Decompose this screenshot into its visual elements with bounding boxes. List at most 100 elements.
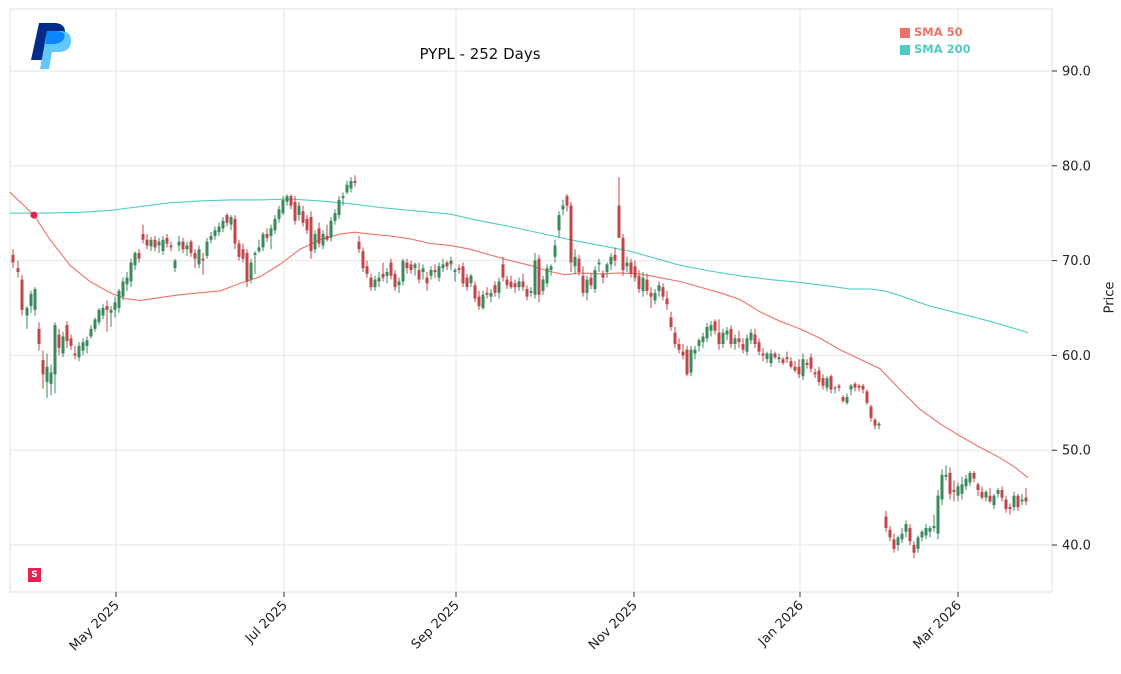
candle-down xyxy=(781,359,785,363)
candle-down xyxy=(633,266,637,278)
candle-up xyxy=(453,270,457,272)
candle-up xyxy=(97,309,101,323)
candle-up xyxy=(269,228,273,236)
chart-title: PYPL - 252 Days xyxy=(419,45,541,63)
candle-up xyxy=(896,537,900,545)
candle-up xyxy=(657,285,661,291)
candle-up xyxy=(149,239,153,247)
candle-up xyxy=(209,235,213,240)
candle-up xyxy=(249,262,253,280)
candle-down xyxy=(757,342,761,352)
candle-up xyxy=(769,353,773,363)
candle-up xyxy=(701,336,705,343)
candle-up xyxy=(697,340,701,346)
candle-up xyxy=(549,266,553,271)
candle-down xyxy=(353,180,357,183)
candle-down xyxy=(425,277,429,284)
candle-up xyxy=(533,260,537,295)
candle-down xyxy=(241,249,245,259)
candle-down xyxy=(817,370,821,382)
candle-down xyxy=(661,287,665,297)
candle-up xyxy=(321,234,325,246)
candle-down xyxy=(813,372,817,375)
candle-down xyxy=(613,254,617,261)
x-tick-label: Sep 2025 xyxy=(409,598,463,652)
candle-down xyxy=(145,239,149,246)
candle-up xyxy=(745,338,749,352)
candle-up xyxy=(497,281,501,293)
candle-down xyxy=(621,237,625,271)
candle-down xyxy=(477,296,481,307)
x-tick-label: Jul 2025 xyxy=(242,598,291,647)
candle-up xyxy=(257,247,261,252)
candle-up xyxy=(597,262,601,265)
candle-up xyxy=(709,325,713,331)
candle-down xyxy=(1000,490,1004,498)
candle-down xyxy=(69,338,73,346)
candle-down xyxy=(457,268,461,271)
candle-up xyxy=(733,338,737,345)
candle-down xyxy=(73,353,77,356)
candle-up xyxy=(125,277,129,285)
candle-up xyxy=(341,196,345,199)
candle-down xyxy=(980,491,984,498)
candle-up xyxy=(157,241,161,246)
candle-down xyxy=(841,397,845,401)
candle-down xyxy=(393,273,397,288)
candle-down xyxy=(952,490,956,492)
x-tick-label: May 2025 xyxy=(67,598,123,654)
candle-up xyxy=(801,359,805,377)
y-tick-label: 90.0 xyxy=(1062,65,1091,80)
candle-up xyxy=(725,330,729,335)
candle-down xyxy=(948,472,952,494)
candle-up xyxy=(877,423,881,426)
candle-down xyxy=(233,218,237,244)
candle-up xyxy=(593,270,597,290)
crossover-marker xyxy=(30,211,38,219)
paypal-logo-icon xyxy=(30,22,74,72)
candle-up xyxy=(944,474,948,477)
candle-up xyxy=(437,266,441,278)
candle-down xyxy=(1004,499,1008,509)
legend-item-sma50: SMA 50 xyxy=(900,24,971,41)
candle-up xyxy=(849,385,853,390)
candle-down xyxy=(729,328,733,345)
candle-up xyxy=(197,249,201,265)
candle-up xyxy=(924,527,928,536)
x-tick-label: Nov 2025 xyxy=(586,598,641,653)
candle-up xyxy=(221,220,225,229)
signal-badge: S xyxy=(28,568,41,582)
candle-down xyxy=(1008,507,1012,509)
candle-up xyxy=(960,484,964,494)
candle-down xyxy=(829,376,833,390)
candle-up xyxy=(996,490,1000,494)
legend-swatch-sma50 xyxy=(900,27,910,38)
candle-down xyxy=(11,254,15,263)
candle-down xyxy=(193,253,197,259)
candle-down xyxy=(713,321,717,331)
candle-down xyxy=(861,385,865,390)
candle-down xyxy=(581,275,585,293)
chart-legend: SMA 50 SMA 200 xyxy=(900,24,971,58)
candle-up xyxy=(541,279,545,291)
candle-down xyxy=(189,241,193,254)
candle-down xyxy=(37,328,41,345)
candle-up xyxy=(253,253,257,255)
candle-up xyxy=(121,281,125,297)
candle-up xyxy=(449,260,453,265)
x-tick-label: Mar 2026 xyxy=(911,598,965,652)
candle-down xyxy=(988,495,992,502)
candle-up xyxy=(337,199,341,216)
candle-down xyxy=(569,205,573,263)
candle-up xyxy=(641,277,645,291)
candle-down xyxy=(317,228,321,244)
candle-down xyxy=(789,361,793,367)
candle-down xyxy=(505,279,509,286)
legend-swatch-sma200 xyxy=(900,44,910,55)
candle-up xyxy=(561,205,565,210)
y-tick-label: 40.0 xyxy=(1062,539,1091,554)
candle-down xyxy=(673,332,677,345)
candle-down xyxy=(753,334,757,345)
candle-up xyxy=(133,253,137,266)
